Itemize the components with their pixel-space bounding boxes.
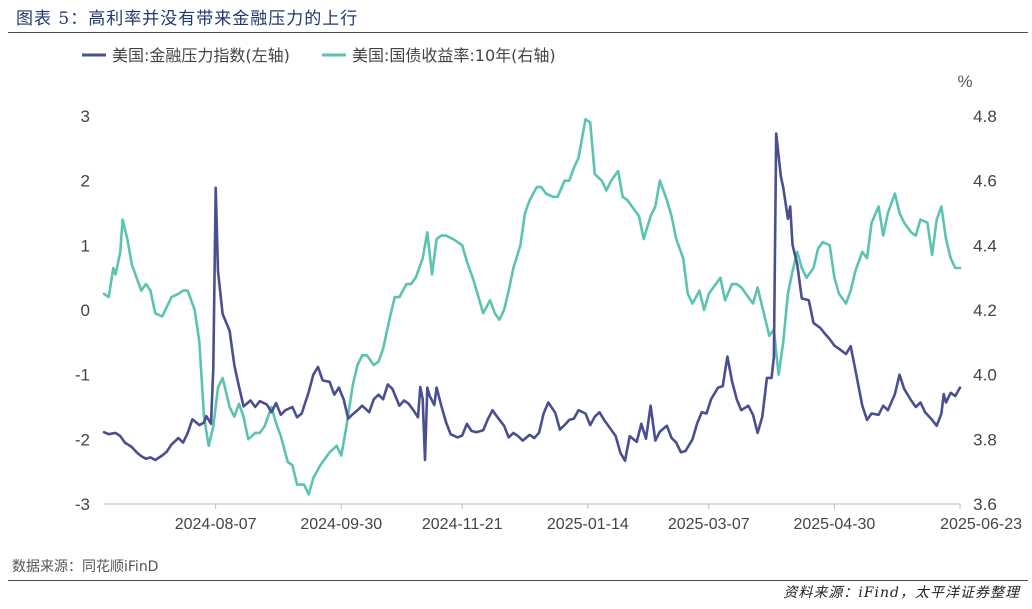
left-tick-label: 3 — [81, 107, 90, 126]
credit-note: 资料来源：iFind，太平洋证券整理 — [783, 585, 1020, 601]
x-tick-label: 2025-06-23 — [940, 516, 1022, 533]
right-tick-label: 4.2 — [973, 301, 997, 320]
left-tick-label: 1 — [81, 236, 90, 255]
x-tick-label: 2025-01-14 — [547, 516, 629, 533]
x-tick-label: 2024-09-30 — [300, 516, 382, 533]
left-tick-label: -3 — [75, 495, 90, 514]
axes: 3 2 1 0 -1 -2 -3 4.8 4.6 4.4 4.2 4.0 3.8 3.6% 2024-08-… — [75, 72, 1022, 533]
x-tick-label: 2024-08-07 — [175, 516, 257, 533]
left-tick-label: -1 — [75, 366, 90, 385]
x-tick-label: 2024-11-21 — [422, 516, 503, 533]
left-tick-label: -2 — [75, 430, 90, 449]
title-divider — [8, 32, 1028, 33]
legend-label: 美国:金融压力指数(左轴) — [112, 46, 290, 65]
right-tick-label: 3.8 — [973, 430, 997, 449]
right-tick-label: 4.6 — [973, 172, 997, 191]
right-tick-label: 4.8 — [973, 107, 997, 126]
footer-divider — [8, 580, 1028, 581]
series-line-treasury-yield — [102, 117, 962, 496]
left-tick-label: 0 — [81, 301, 90, 320]
source-note: 数据来源：同花顺iFinD — [12, 559, 159, 575]
right-tick-label: 3.6 — [973, 495, 997, 514]
left-tick-label: 2 — [81, 172, 90, 191]
right-tick-label: 4.0 — [973, 366, 997, 385]
x-tick-label: 2025-03-07 — [668, 516, 750, 533]
right-axis-unit: % — [957, 72, 972, 91]
legend-label: 美国:国债收益率:10年(右轴) — [352, 46, 556, 65]
series-layer — [102, 117, 962, 496]
series-line-financial-stress — [102, 132, 962, 463]
x-tick-label: 2025-04-30 — [793, 516, 875, 533]
right-tick-label: 4.4 — [973, 236, 997, 255]
legend: 美国:金融压力指数(左轴) 美国:国债收益率:10年(右轴) — [82, 46, 556, 65]
chart: 美国:金融压力指数(左轴) 美国:国债收益率:10年(右轴) 3 2 1 0 -1 -2 -3… — [75, 46, 1022, 533]
figure-title: 图表 5：高利率并没有带来金融压力的上行 — [16, 9, 359, 29]
